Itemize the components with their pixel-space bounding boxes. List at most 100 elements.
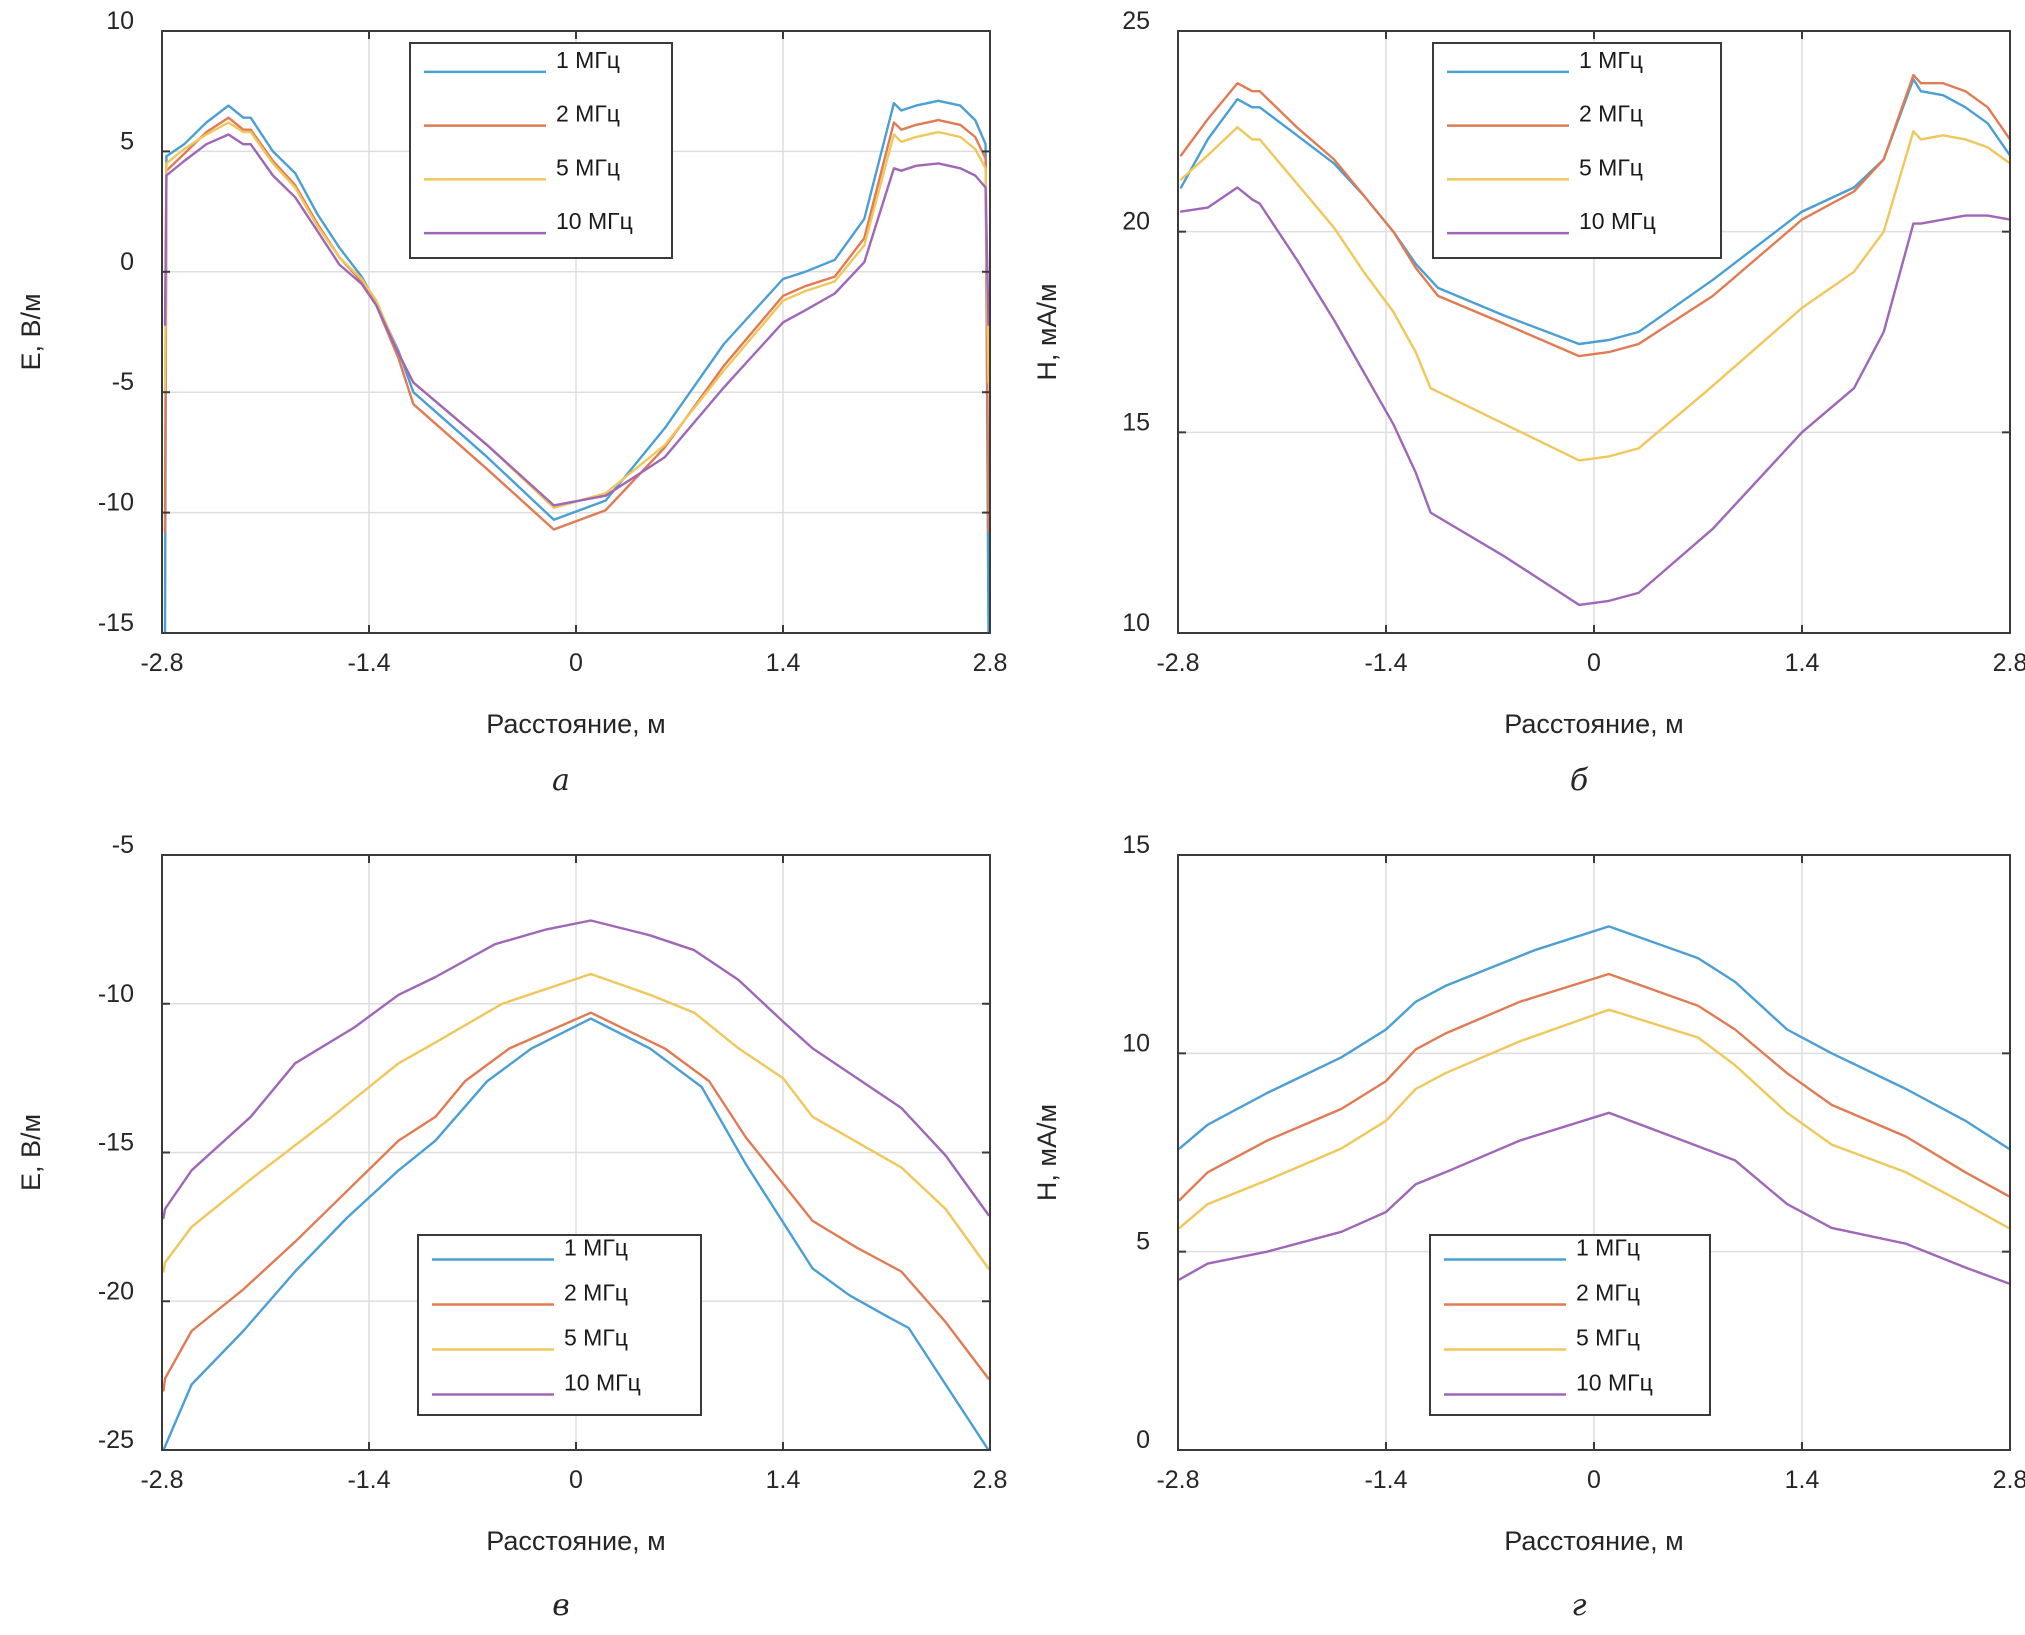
- series-line-10mhz-b: [1179, 186, 2012, 607]
- y-tick-label-a: 0: [120, 248, 134, 276]
- series-line-1mhz-c: [162, 1017, 990, 1450]
- x-tick-label-b: 0: [1587, 649, 1601, 677]
- y-axis-label-a: E, В/м: [16, 293, 46, 370]
- x-axis-label-d: Расстояние, м: [1504, 1526, 1683, 1556]
- legend-label-10mhz-c: 10 МГц: [564, 1370, 641, 1396]
- x-tick-label-b: 1.4: [1785, 649, 1820, 677]
- x-tick-label-d: 1.4: [1785, 1466, 1820, 1494]
- panel-b: -2.8 -1.4 0 1.4 2.8 10 15 20 25 Расстояние, м H,…: [1032, 7, 2025, 798]
- series-line-10mhz-d: [1178, 1111, 2010, 1285]
- y-tick-label-c: -20: [98, 1277, 134, 1305]
- series-d: [1178, 925, 2010, 1285]
- y-tick-label-a: 5: [120, 127, 134, 155]
- y-tick-label-b: 15: [1122, 408, 1150, 436]
- y-tick-label-c: -10: [98, 980, 134, 1008]
- x-tick-label-d: -1.4: [1364, 1466, 1407, 1494]
- x-tick-label-c: 1.4: [766, 1466, 801, 1494]
- y-tick-label-a: -15: [98, 609, 134, 637]
- x-tick-label-c: -1.4: [347, 1466, 390, 1494]
- y-tick-label-b: 20: [1122, 208, 1150, 236]
- x-tick-label-d: -2.8: [1156, 1466, 1199, 1494]
- legend-label-2mhz-a: 2 МГц: [556, 101, 620, 127]
- x-axis-label-b: Расстояние, м: [1504, 709, 1683, 739]
- y-tick-label-c: -5: [112, 831, 134, 859]
- legend-label-5mhz-c: 5 МГц: [564, 1325, 628, 1351]
- panel-c: -2.8 -1.4 0 1.4 2.8 -25 -20 -15 -10 -5 Расстояние…: [16, 831, 1007, 1623]
- x-tick-label-a: -2.8: [140, 649, 183, 677]
- panel-a: -2.8 -1.4 0 1.4 2.8 -15 -10 -5 0 5 10 Расстояние, …: [16, 7, 1007, 798]
- legend-label-1mhz-c: 1 МГц: [564, 1235, 628, 1261]
- series-line-2mhz-c: [162, 1011, 990, 1392]
- legend-label-5mhz-a: 5 МГц: [556, 154, 620, 180]
- x-tick-label-c: 2.8: [973, 1466, 1008, 1494]
- x-tick-label-a: -1.4: [347, 649, 390, 677]
- y-tick-label-d: 15: [1122, 831, 1150, 859]
- legend-a: 1 МГц 2 МГц 5 МГц 10 МГц: [409, 42, 673, 259]
- series-line-5mhz-c: [162, 972, 990, 1273]
- legend-box-c: [417, 1234, 702, 1416]
- y-tick-label-b: 10: [1122, 609, 1150, 637]
- ticks-b: -2.8 -1.4 0 1.4 2.8 10 15 20 25: [1122, 7, 2025, 677]
- series-line-5mhz-d: [1178, 1008, 2010, 1230]
- x-tick-label-b: -1.4: [1364, 649, 1407, 677]
- series-line-2mhz-d: [1178, 972, 2010, 1202]
- ticks-a: -2.8 -1.4 0 1.4 2.8 -15 -10 -5 0 5 10: [98, 7, 1008, 677]
- x-tick-label-d: 2.8: [1993, 1466, 2025, 1494]
- legend-box-d: [1429, 1234, 1711, 1416]
- legend-label-2mhz-d: 2 МГц: [1576, 1280, 1640, 1306]
- legend-label-5mhz-b: 5 МГц: [1579, 154, 1643, 180]
- x-tick-label-c: -2.8: [140, 1466, 183, 1494]
- x-tick-label-a: 1.4: [766, 649, 801, 677]
- x-tick-label-c: 0: [569, 1466, 583, 1494]
- series-line-2mhz-a: [163, 116, 990, 534]
- x-tick-label-b: -2.8: [1156, 649, 1199, 677]
- legend-label-10mhz-b: 10 МГц: [1579, 208, 1656, 234]
- legend-box-b: [1432, 42, 1722, 259]
- series-line-5mhz-b: [1179, 126, 2012, 462]
- y-tick-label-c: -25: [98, 1426, 134, 1454]
- y-tick-label-d: 5: [1136, 1228, 1150, 1256]
- y-tick-label-d: 0: [1136, 1426, 1150, 1454]
- panel-caption-c: в: [552, 1588, 569, 1623]
- y-tick-label-a: -10: [98, 489, 134, 517]
- x-axis-label-a: Расстояние, м: [486, 709, 665, 739]
- series-line-2mhz-b: [1179, 73, 2012, 358]
- x-tick-label-d: 0: [1587, 1466, 1601, 1494]
- legend-d: 1 МГц 2 МГц 5 МГц 10 МГц: [1429, 1234, 1711, 1416]
- x-tick-label-a: 0: [569, 649, 583, 677]
- y-axis-label-d: H, мА/м: [1032, 1104, 1062, 1201]
- ticks-d: -2.8 -1.4 0 1.4 2.8 0 5 10 15: [1122, 831, 2025, 1494]
- x-axis-label-c: Расстояние, м: [486, 1526, 665, 1556]
- panel-d: -2.8 -1.4 0 1.4 2.8 0 5 10 15 Расстояние, м H, м…: [1032, 831, 2025, 1623]
- y-tick-label-a: -5: [112, 368, 134, 396]
- y-tick-label-a: 10: [106, 7, 134, 35]
- y-tick-label-d: 10: [1122, 1029, 1150, 1057]
- grid-d: [1178, 855, 2010, 1450]
- ticks-c: -2.8 -1.4 0 1.4 2.8 -25 -20 -15 -10 -5: [98, 831, 1008, 1494]
- legend-label-5mhz-d: 5 МГц: [1576, 1325, 1640, 1351]
- series-line-1mhz-b: [1179, 77, 2012, 346]
- legend-label-2mhz-c: 2 МГц: [564, 1280, 628, 1306]
- series-a: [163, 99, 990, 633]
- legend-b: 1 МГц 2 МГц 5 МГц 10 МГц: [1432, 42, 1722, 259]
- x-tick-label-b: 2.8: [1993, 649, 2025, 677]
- series-c: [162, 919, 990, 1450]
- series-line-10mhz-c: [162, 919, 990, 1220]
- legend-c: 1 МГц 2 МГц 5 МГц 10 МГц: [417, 1234, 702, 1416]
- legend-label-2mhz-b: 2 МГц: [1579, 101, 1643, 127]
- legend-box-a: [409, 42, 673, 259]
- series-line-10mhz-a: [163, 133, 990, 507]
- legend-label-1mhz-a: 1 МГц: [556, 47, 620, 73]
- series-line-1mhz-d: [1178, 925, 2010, 1150]
- series-line-1mhz-a: [163, 99, 990, 633]
- y-axis-label-b: H, мА/м: [1032, 283, 1062, 380]
- legend-label-1mhz-d: 1 МГц: [1576, 1235, 1640, 1261]
- legend-label-10mhz-a: 10 МГц: [556, 208, 633, 234]
- y-axis-label-c: E, В/м: [16, 1114, 46, 1191]
- panel-caption-b: б: [1570, 763, 1589, 798]
- legend-label-1mhz-b: 1 МГц: [1579, 47, 1643, 73]
- x-tick-label-a: 2.8: [973, 649, 1008, 677]
- legend-label-10mhz-d: 10 МГц: [1576, 1370, 1653, 1396]
- y-tick-label-b: 25: [1122, 7, 1150, 35]
